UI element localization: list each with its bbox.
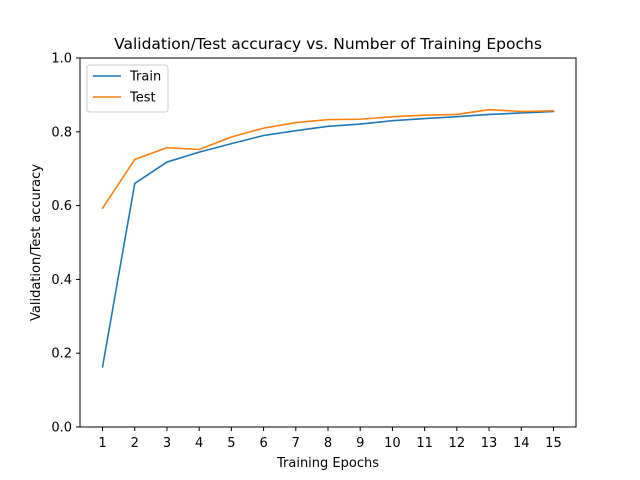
x-tick-label: 10 bbox=[384, 436, 401, 451]
y-tick-label: 0.6 bbox=[51, 199, 72, 214]
y-tick-label: 1.0 bbox=[51, 52, 72, 67]
x-tick-label: 1 bbox=[98, 436, 106, 451]
x-tick-label: 7 bbox=[292, 436, 300, 451]
x-tick-label: 8 bbox=[324, 436, 332, 451]
x-tick-label: 15 bbox=[545, 436, 562, 451]
x-tick-label: 11 bbox=[416, 436, 433, 451]
x-axis-ticks: 1 2 3 4 5 6 7 8 9 10 11 12 13 14 15 bbox=[98, 427, 562, 451]
legend-label-test: Test bbox=[129, 91, 156, 106]
legend: Train Test bbox=[86, 64, 169, 113]
series-line-train bbox=[101, 110, 555, 368]
chart-title: Validation/Test accuracy vs. Number of T… bbox=[114, 35, 542, 53]
x-axis-label: Training Epochs bbox=[276, 456, 379, 471]
y-tick-label: 0.2 bbox=[51, 347, 72, 362]
x-tick-label: 6 bbox=[259, 436, 267, 451]
series-lines bbox=[101, 108, 555, 368]
x-tick-label: 4 bbox=[195, 436, 203, 451]
y-tick-label: 0.0 bbox=[51, 421, 72, 436]
x-tick-label: 14 bbox=[513, 436, 530, 451]
x-tick-label: 5 bbox=[227, 436, 235, 451]
y-axis-label: Validation/Test accuracy bbox=[29, 164, 44, 321]
y-axis-ticks: 0.0 0.2 0.4 0.6 0.8 1.0 bbox=[51, 52, 80, 436]
y-tick-label: 0.4 bbox=[51, 273, 72, 288]
x-tick-label: 3 bbox=[163, 436, 171, 451]
x-tick-label: 2 bbox=[131, 436, 139, 451]
x-tick-label: 9 bbox=[356, 436, 364, 451]
x-tick-label: 13 bbox=[481, 436, 498, 451]
axes-frame bbox=[79, 57, 577, 428]
y-tick-label: 0.8 bbox=[51, 125, 72, 140]
x-tick-label: 12 bbox=[449, 436, 466, 451]
legend-label-train: Train bbox=[129, 70, 161, 85]
series-line-test bbox=[101, 108, 555, 210]
